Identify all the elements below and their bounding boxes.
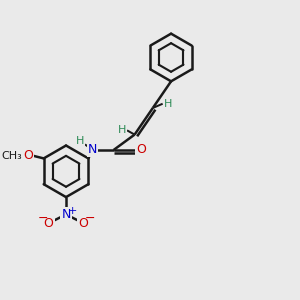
- Text: H: H: [118, 125, 126, 135]
- Text: N: N: [61, 208, 71, 221]
- Text: −: −: [37, 212, 48, 225]
- Text: O: O: [136, 143, 146, 157]
- Text: CH₃: CH₃: [1, 151, 22, 160]
- Text: O: O: [23, 149, 33, 162]
- Text: O: O: [44, 217, 54, 230]
- Text: H: H: [164, 99, 172, 109]
- Text: H: H: [76, 136, 84, 146]
- Text: +: +: [68, 206, 77, 216]
- Text: −: −: [84, 212, 95, 225]
- Text: O: O: [79, 217, 88, 230]
- Text: N: N: [88, 143, 97, 157]
